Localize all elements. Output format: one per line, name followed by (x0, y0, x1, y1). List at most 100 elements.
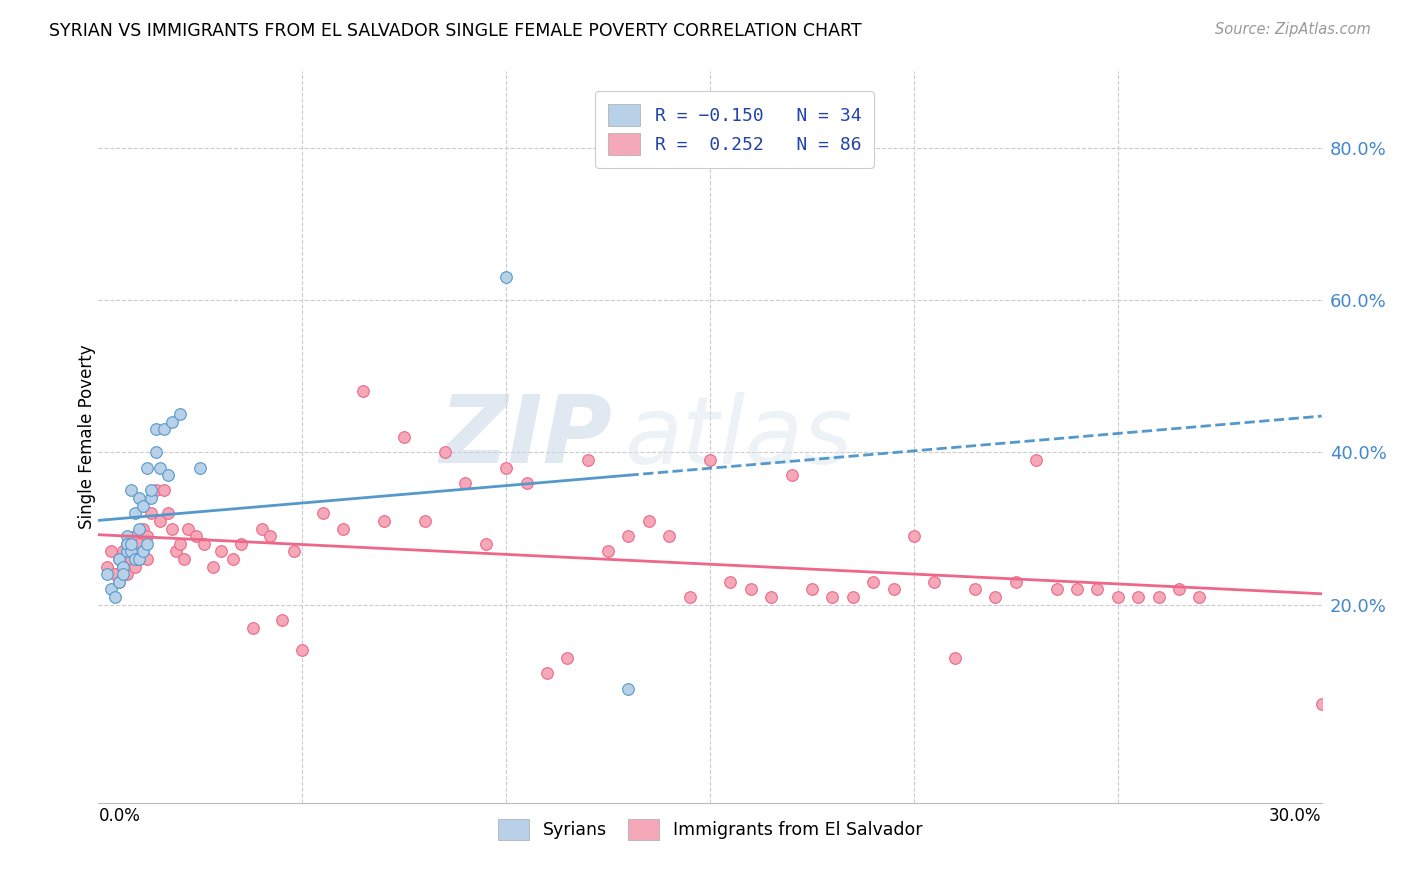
Point (104, 567, 127, 582)
Point (111, 544, 134, 558)
Text: ZIP: ZIP (439, 391, 612, 483)
Point (186, 529, 208, 543)
Point (555, 651, 579, 665)
Point (413, 514, 436, 528)
Point (658, 529, 681, 543)
Point (1107, 590, 1129, 604)
Point (108, 574, 131, 589)
Point (617, 529, 640, 543)
Point (156, 506, 179, 520)
Point (124, 506, 146, 520)
Point (141, 491, 163, 505)
Point (115, 529, 138, 543)
Point (821, 590, 844, 604)
Point (903, 529, 925, 543)
Point (104, 590, 127, 604)
Point (108, 552, 131, 566)
Point (128, 521, 150, 535)
Point (1004, 574, 1026, 589)
Point (965, 582, 987, 597)
Point (128, 537, 150, 551)
Point (841, 590, 863, 604)
Point (108, 552, 131, 566)
Point (136, 552, 159, 566)
Point (108, 574, 131, 589)
Point (209, 544, 232, 558)
Point (115, 567, 138, 582)
Point (120, 544, 142, 558)
Point (169, 407, 191, 421)
Point (454, 475, 477, 490)
Point (231, 537, 253, 551)
Point (201, 559, 224, 574)
Point (141, 506, 163, 520)
Point (250, 521, 273, 535)
Point (188, 460, 212, 475)
Point (160, 415, 183, 429)
Point (120, 537, 142, 551)
Point (115, 544, 138, 558)
Point (132, 544, 155, 558)
Point (149, 460, 172, 475)
Point (740, 582, 762, 597)
Point (193, 537, 215, 551)
Point (699, 453, 721, 467)
Point (132, 544, 155, 558)
Point (291, 643, 314, 657)
Point (152, 483, 174, 498)
Point (124, 529, 146, 543)
Point (1128, 590, 1150, 604)
Point (222, 552, 245, 566)
Point (96, 567, 118, 582)
Point (1147, 590, 1170, 604)
Text: 0.0%: 0.0% (98, 806, 141, 824)
Point (1066, 582, 1088, 597)
Text: atlas: atlas (624, 392, 852, 483)
Point (1188, 590, 1211, 604)
Point (718, 574, 742, 589)
Point (283, 544, 305, 558)
Point (149, 514, 172, 528)
Point (111, 567, 134, 582)
Point (145, 483, 167, 498)
Point (111, 559, 134, 574)
Point (259, 529, 281, 543)
Point (1045, 582, 1069, 597)
Point (434, 445, 457, 459)
Point (120, 483, 142, 498)
Text: SYRIAN VS IMMIGRANTS FROM EL SALVADOR SINGLE FEMALE POVERTY CORRELATION CHART: SYRIAN VS IMMIGRANTS FROM EL SALVADOR SI… (49, 22, 862, 40)
Point (352, 384, 374, 399)
Point (761, 590, 783, 604)
Point (679, 590, 702, 604)
Point (136, 537, 159, 551)
Legend: Syrians, Immigrants from El Salvador: Syrians, Immigrants from El Salvador (489, 811, 931, 849)
Point (536, 666, 558, 681)
Point (128, 491, 150, 505)
Point (160, 521, 183, 535)
Point (115, 537, 138, 551)
Point (124, 552, 146, 566)
Point (120, 552, 142, 566)
Point (242, 621, 264, 635)
Point (637, 514, 661, 528)
Y-axis label: Single Female Poverty: Single Female Poverty (79, 345, 96, 529)
Point (392, 430, 416, 444)
Point (922, 574, 945, 589)
Point (332, 521, 354, 535)
Point (115, 537, 138, 551)
Text: 30.0%: 30.0% (1270, 806, 1322, 824)
Point (862, 574, 884, 589)
Point (128, 552, 150, 566)
Point (136, 529, 159, 543)
Point (132, 499, 155, 513)
Point (173, 552, 195, 566)
Point (474, 537, 498, 551)
Text: Source: ZipAtlas.com: Source: ZipAtlas.com (1215, 22, 1371, 37)
Point (943, 651, 966, 665)
Point (801, 582, 824, 597)
Point (598, 544, 620, 558)
Point (152, 422, 174, 436)
Point (495, 270, 517, 285)
Point (576, 453, 599, 467)
Point (100, 582, 122, 597)
